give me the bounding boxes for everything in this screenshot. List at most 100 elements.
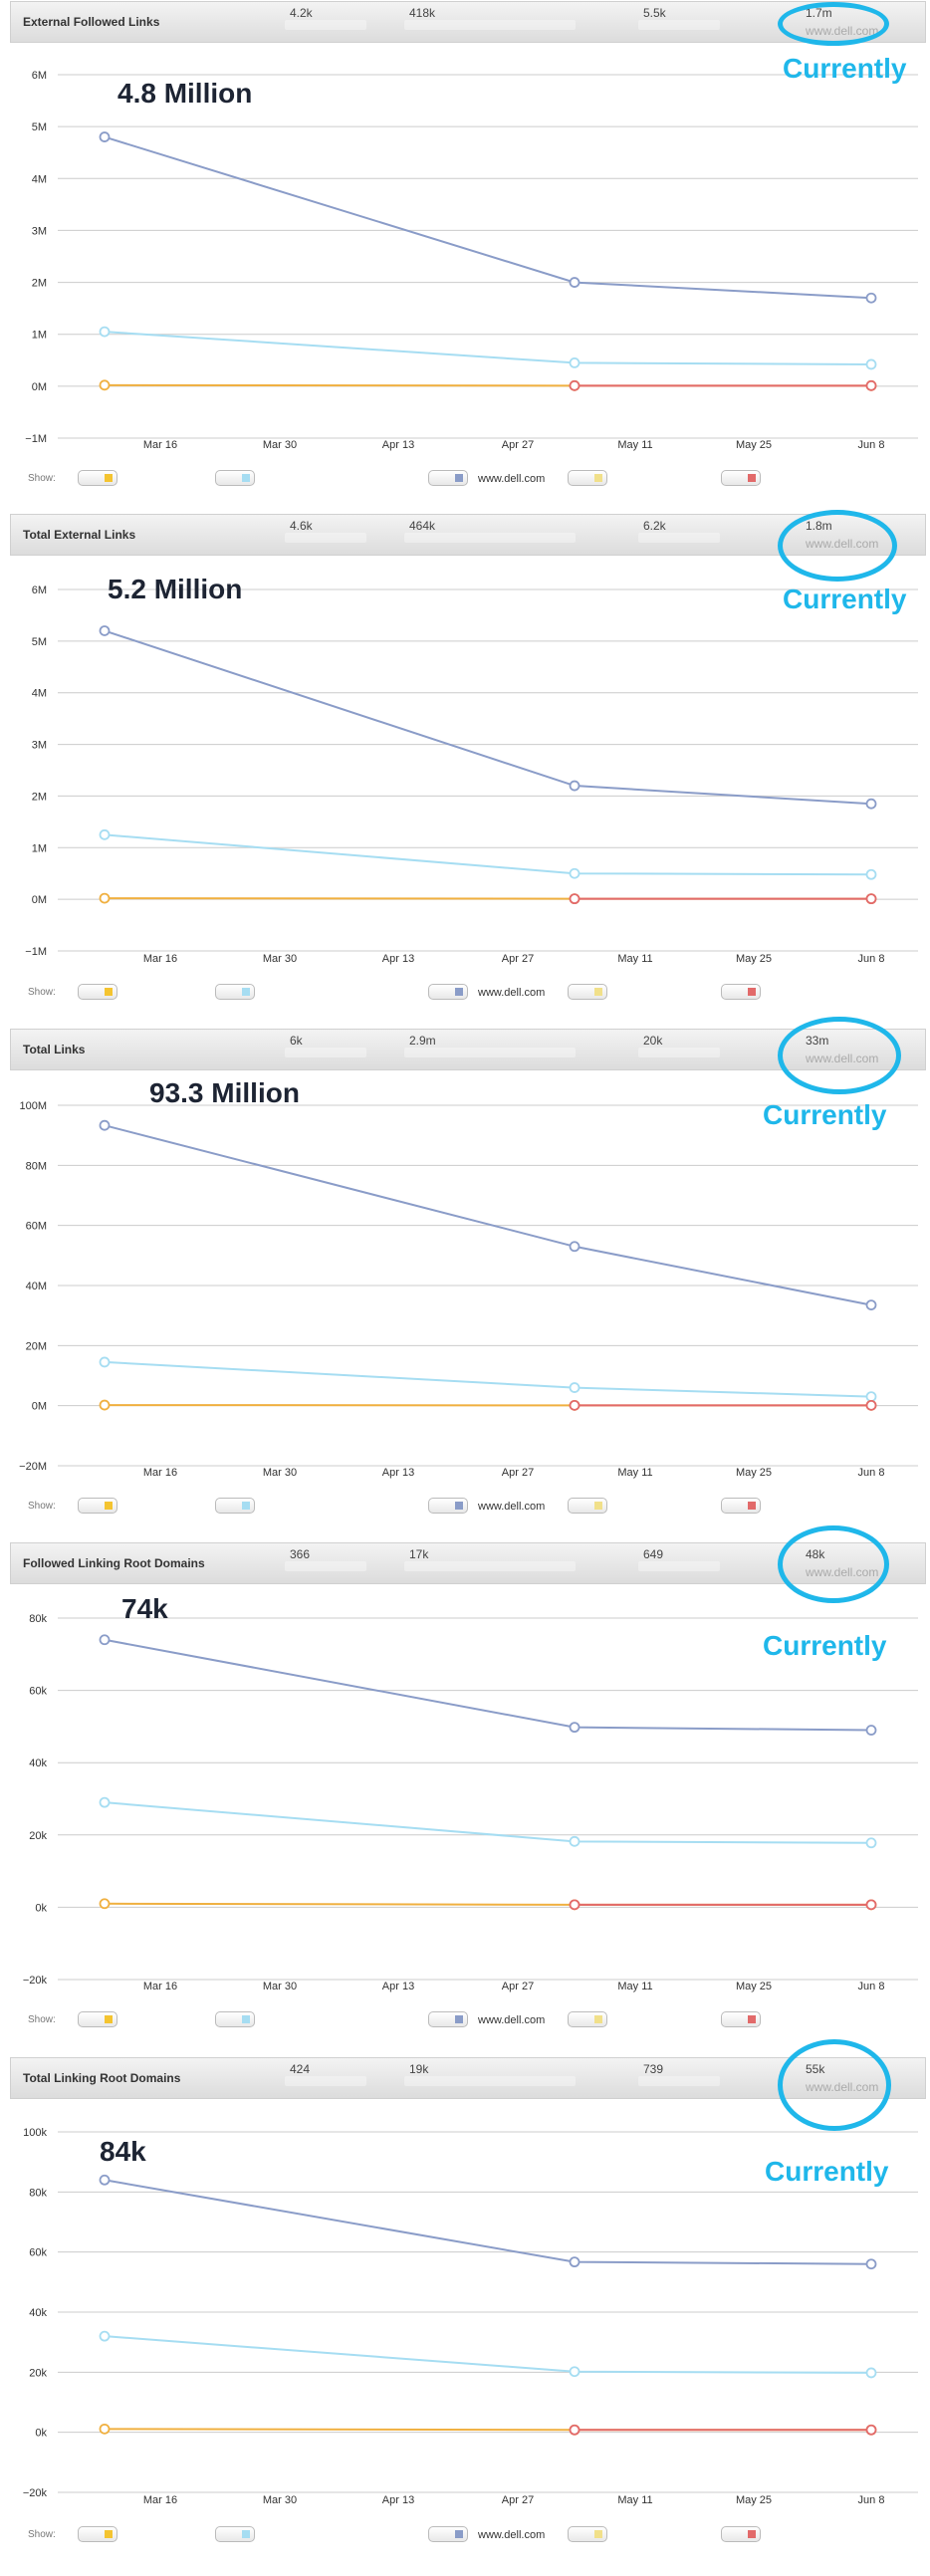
series-toggle[interactable] xyxy=(215,1498,255,1514)
data-point[interactable] xyxy=(99,1119,111,1131)
x-tick-label: Mar 16 xyxy=(143,1467,177,1479)
y-tick-label: 5M xyxy=(32,636,47,648)
series-toggle[interactable] xyxy=(78,2011,117,2027)
series-toggle[interactable] xyxy=(721,2526,761,2542)
series-toggle[interactable] xyxy=(428,2011,468,2027)
series-toggle[interactable] xyxy=(721,2011,761,2027)
data-point[interactable] xyxy=(569,1722,581,1734)
header-metric-value: 19k xyxy=(409,2062,429,2076)
data-point[interactable] xyxy=(99,1898,111,1910)
data-point[interactable] xyxy=(865,893,877,905)
y-tick-label: −1M xyxy=(25,946,47,958)
header-cell xyxy=(285,533,366,543)
x-tick-label: Jun 8 xyxy=(858,1981,885,1992)
data-point[interactable] xyxy=(99,828,111,840)
data-point[interactable] xyxy=(865,798,877,810)
series-toggle[interactable] xyxy=(215,984,255,1000)
data-point[interactable] xyxy=(569,867,581,879)
data-point[interactable] xyxy=(99,1356,111,1368)
data-point[interactable] xyxy=(99,1399,111,1411)
x-tick-label: May 11 xyxy=(617,2494,652,2506)
series-toggle[interactable] xyxy=(721,470,761,486)
series-toggle[interactable] xyxy=(428,984,468,1000)
data-point[interactable] xyxy=(865,1299,877,1311)
show-label: Show: xyxy=(28,2014,56,2025)
data-point[interactable] xyxy=(99,892,111,904)
data-point[interactable] xyxy=(569,893,581,905)
series-swatch-icon xyxy=(748,988,756,996)
data-point[interactable] xyxy=(865,1837,877,1849)
y-tick-label: 4M xyxy=(32,688,47,700)
series-toggle[interactable] xyxy=(568,2011,607,2027)
series-toggle[interactable] xyxy=(428,470,468,486)
data-point[interactable] xyxy=(569,1382,581,1393)
highlight-circle xyxy=(778,2,889,46)
series-swatch-icon xyxy=(594,474,602,482)
data-point[interactable] xyxy=(569,2366,581,2378)
data-point[interactable] xyxy=(865,1391,877,1403)
data-point[interactable] xyxy=(865,358,877,370)
series-toggle[interactable] xyxy=(568,984,607,1000)
y-tick-label: 1M xyxy=(32,330,47,342)
header-metric-value: 2.9m xyxy=(409,1034,436,1048)
series-toggle[interactable] xyxy=(78,470,117,486)
data-point[interactable] xyxy=(99,379,111,391)
data-point[interactable] xyxy=(99,625,111,636)
data-point[interactable] xyxy=(865,1399,877,1411)
data-point[interactable] xyxy=(865,379,877,391)
header-metric-value: 424 xyxy=(290,2062,311,2076)
series-toggle[interactable] xyxy=(78,1498,117,1514)
header-metric-value: 418k xyxy=(409,6,436,20)
header-cell xyxy=(638,1561,720,1571)
data-point[interactable] xyxy=(99,1796,111,1808)
data-point[interactable] xyxy=(865,2424,877,2436)
data-point[interactable] xyxy=(99,2174,111,2186)
data-point[interactable] xyxy=(99,1634,111,1646)
series-toggle[interactable] xyxy=(215,2011,255,2027)
series-toggle[interactable] xyxy=(215,470,255,486)
data-point[interactable] xyxy=(865,868,877,880)
data-point[interactable] xyxy=(99,131,111,142)
data-point[interactable] xyxy=(99,2330,111,2342)
series-line xyxy=(104,1124,872,1306)
data-point[interactable] xyxy=(569,1835,581,1847)
y-tick-label: 0k xyxy=(35,2428,47,2440)
series-toggle[interactable] xyxy=(568,470,607,486)
legend-domain-label: www.dell.com xyxy=(478,2014,546,2026)
data-point[interactable] xyxy=(865,1725,877,1736)
panel-title: Followed Linking Root Domains xyxy=(23,1556,205,1570)
series-toggle[interactable] xyxy=(568,1498,607,1514)
series-toggle[interactable] xyxy=(428,1498,468,1514)
series-toggle[interactable] xyxy=(78,2526,117,2542)
series-swatch-icon xyxy=(242,1502,250,1510)
data-point[interactable] xyxy=(865,1899,877,1911)
data-point[interactable] xyxy=(569,2424,581,2436)
line-chart: 6M 5M 4M 3M 2M 1M 0M −1M Mar 16 Mar 30 Apr 13 Apr 2… xyxy=(25,585,918,965)
data-point[interactable] xyxy=(865,2367,877,2379)
header-cell xyxy=(285,1561,366,1571)
series-swatch-icon xyxy=(748,1502,756,1510)
data-point[interactable] xyxy=(569,379,581,391)
series-toggle[interactable] xyxy=(428,2526,468,2542)
data-point[interactable] xyxy=(569,277,581,288)
data-point[interactable] xyxy=(569,1241,581,1253)
data-point[interactable] xyxy=(569,780,581,792)
data-point[interactable] xyxy=(865,292,877,304)
data-point[interactable] xyxy=(569,1399,581,1411)
data-point[interactable] xyxy=(99,326,111,338)
data-point[interactable] xyxy=(569,2256,581,2268)
data-point[interactable] xyxy=(865,2258,877,2270)
highlight-circle xyxy=(778,1017,901,1094)
data-point[interactable] xyxy=(569,356,581,368)
series-toggle[interactable] xyxy=(721,984,761,1000)
header-metric-value: 6.2k xyxy=(643,519,666,533)
series-toggle[interactable] xyxy=(721,1498,761,1514)
y-tick-label: 0M xyxy=(32,894,47,906)
series-swatch-icon xyxy=(455,1502,463,1510)
data-point[interactable] xyxy=(569,1899,581,1911)
series-toggle[interactable] xyxy=(78,984,117,1000)
panel-header: Total Linking Root Domains 424 19k 739 55k ww… xyxy=(10,2057,926,2099)
series-toggle[interactable] xyxy=(215,2526,255,2542)
series-toggle[interactable] xyxy=(568,2526,607,2542)
data-point[interactable] xyxy=(99,2423,111,2435)
